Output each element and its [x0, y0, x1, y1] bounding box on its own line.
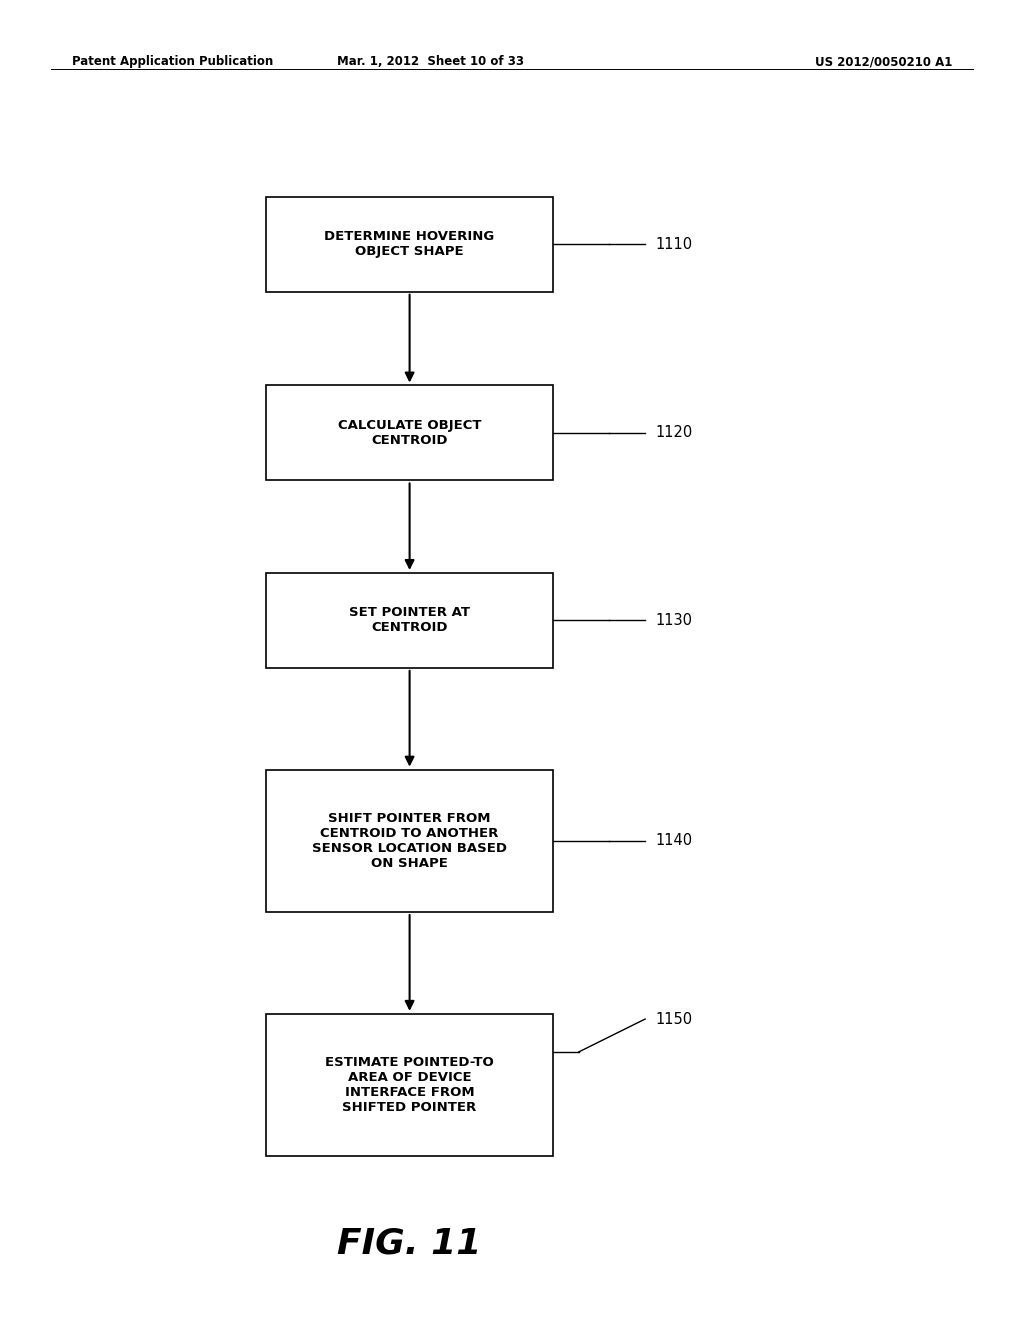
Text: CALCULATE OBJECT
CENTROID: CALCULATE OBJECT CENTROID	[338, 418, 481, 447]
Text: US 2012/0050210 A1: US 2012/0050210 A1	[815, 55, 952, 69]
Text: FIG. 11: FIG. 11	[338, 1226, 481, 1261]
Text: 1110: 1110	[655, 236, 692, 252]
Text: Patent Application Publication: Patent Application Publication	[72, 55, 273, 69]
Text: 1120: 1120	[655, 425, 692, 441]
Bar	[266, 1014, 553, 1156]
Text: Mar. 1, 2012  Sheet 10 of 33: Mar. 1, 2012 Sheet 10 of 33	[337, 55, 523, 69]
Text: 1150: 1150	[655, 1011, 692, 1027]
Text: SHIFT POINTER FROM
CENTROID TO ANOTHER
SENSOR LOCATION BASED
ON SHAPE: SHIFT POINTER FROM CENTROID TO ANOTHER S…	[312, 812, 507, 870]
Text: ESTIMATE POINTED-TO
AREA OF DEVICE
INTERFACE FROM
SHIFTED POINTER: ESTIMATE POINTED-TO AREA OF DEVICE INTER…	[326, 1056, 494, 1114]
Bar	[266, 770, 553, 912]
Text: SET POINTER AT
CENTROID: SET POINTER AT CENTROID	[349, 606, 470, 635]
Bar	[266, 197, 553, 292]
Text: 1140: 1140	[655, 833, 692, 849]
Bar	[266, 573, 553, 668]
Bar	[266, 385, 553, 480]
Text: 1130: 1130	[655, 612, 692, 628]
Text: DETERMINE HOVERING
OBJECT SHAPE: DETERMINE HOVERING OBJECT SHAPE	[325, 230, 495, 259]
